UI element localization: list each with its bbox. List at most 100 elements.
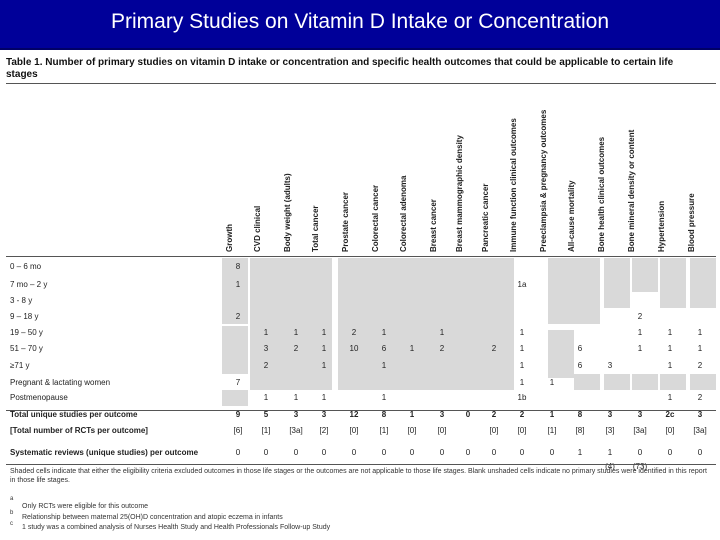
summary-cell: 0 (321, 448, 327, 457)
footnote-c: 1 study was a combined analysis of Nurse… (22, 524, 331, 531)
column-header-label: Bone mineral density or content (627, 129, 636, 252)
summary-cell: [0] (437, 426, 447, 435)
footnote-mark-a: a (10, 496, 14, 502)
table-cell: 2 (697, 393, 703, 402)
table-cell: 2 (235, 312, 241, 321)
table-cell: 1 (321, 393, 327, 402)
summary-cell: 0 (263, 448, 269, 457)
summary-cell: 3 (637, 410, 643, 419)
footnote-mark-c: c (10, 521, 13, 527)
table-cell: 1 (697, 328, 703, 337)
table-cell: 2 (293, 344, 299, 353)
summary-cell: [3a] (289, 426, 303, 435)
table-cell: 1 (519, 328, 525, 337)
summary-cell: 3 (439, 410, 445, 419)
summary-cell: 3 (293, 410, 299, 419)
table-cell: 1 (381, 328, 387, 337)
table-cell: 1 (519, 378, 525, 387)
table-cell: 1 (439, 328, 445, 337)
summary-cell: 3 (607, 410, 613, 419)
summary-cell: [3a] (693, 426, 707, 435)
column-header-label: All-cause mortality (567, 180, 576, 252)
summary-cell: [1] (547, 426, 557, 435)
summary-cell: 0 (293, 448, 299, 457)
shaded-cell (222, 326, 248, 374)
column-header-label: Breast cancer (429, 199, 438, 252)
summary-cell: [0] (517, 426, 527, 435)
table-cell: 1 (293, 393, 299, 402)
summary-cell: 12 (349, 410, 359, 419)
column-header-label: Preeclampsia & pregnancy outcomes (539, 109, 548, 252)
column-header-label: CVD clinical (253, 205, 262, 252)
column-header-label: Body weight (adults) (283, 173, 292, 252)
column-header-label: Pancreatic cancer (481, 183, 490, 253)
shaded-cell (548, 330, 574, 378)
table-cell: 1 (293, 328, 299, 337)
shaded-cell (690, 374, 716, 390)
row-label: 51 – 70 y (10, 344, 43, 353)
row-label: 19 – 50 y (10, 328, 43, 337)
summary-cell: 0 (491, 448, 497, 457)
summary-cell: [3a] (633, 426, 647, 435)
row-label: Postmenopause (10, 393, 68, 402)
shaded-cell (690, 258, 716, 308)
shaded-cell (604, 258, 630, 308)
column-header-label: Colorectal adenoma (399, 175, 408, 252)
table-cell: 1a (517, 280, 527, 289)
summary-row-label: [Total number of RCTs per outcome] (10, 426, 148, 435)
shaded-cell (660, 374, 686, 390)
summary-cell: 0 (235, 448, 241, 457)
summary-cell: 0 (465, 410, 471, 419)
row-label: 7 mo – 2 y (10, 280, 48, 289)
column-header-label: Breast mammographic density (455, 135, 464, 252)
review-count: (4) (605, 462, 615, 471)
summary-cell: 2 (519, 410, 525, 419)
summary-cell: 1 (577, 448, 583, 457)
summary-cell: [0] (407, 426, 417, 435)
table-cell: 1 (697, 344, 703, 353)
row-label: ≥71 y (10, 361, 30, 370)
summary-cell: 2c (665, 410, 675, 419)
shaded-cell (604, 374, 630, 390)
table-cell: 2 (637, 312, 643, 321)
summary-cell: 1 (549, 410, 555, 419)
table-cell: 6 (577, 361, 583, 370)
shaded-cell (338, 258, 514, 374)
shaded-cell (660, 258, 686, 308)
column-header-label: Growth (225, 224, 234, 252)
column-header-label: Immune function clinical outcomes (509, 118, 518, 252)
table-cell: 2 (491, 344, 497, 353)
shaded-cell (574, 258, 600, 324)
table-cell: 1 (381, 393, 387, 402)
shaded-cell (574, 374, 600, 390)
table-cell: 1 (637, 328, 643, 337)
shaded-cell (222, 390, 248, 406)
caption-rule (6, 83, 716, 84)
slide-title: Primary Studies on Vitamin D Intake or C… (110, 10, 609, 33)
table-cell: 2 (263, 361, 269, 370)
summary-cell: 0 (519, 448, 525, 457)
table-cell: 1 (321, 361, 327, 370)
body-rule (6, 410, 716, 411)
summary-cell: 0 (409, 448, 415, 457)
footnote-b: Relationship between maternal 25(OH)D co… (22, 514, 283, 521)
summary-row-label: Total unique studies per outcome (10, 410, 138, 419)
table-cell: 3 (263, 344, 269, 353)
summary-cell: 0 (667, 448, 673, 457)
summary-cell: [1] (261, 426, 271, 435)
shaded-cell (338, 374, 514, 390)
summary-cell: 1 (409, 410, 415, 419)
summary-cell: 8 (381, 410, 387, 419)
summary-cell: 9 (235, 410, 241, 419)
column-header-label: Blood pressure (687, 193, 696, 252)
table-cell: 1 (667, 361, 673, 370)
footnote-a: Only RCTs were eligible for this outcome (22, 503, 149, 510)
shaded-cell (222, 258, 248, 324)
column-header-label: Total cancer (311, 205, 320, 252)
table-cell: 1 (637, 344, 643, 353)
header-rule (6, 256, 716, 257)
table-cell: 1 (519, 361, 525, 370)
summary-cell: [8] (575, 426, 585, 435)
column-header-label: Colorectal cancer (371, 184, 380, 252)
